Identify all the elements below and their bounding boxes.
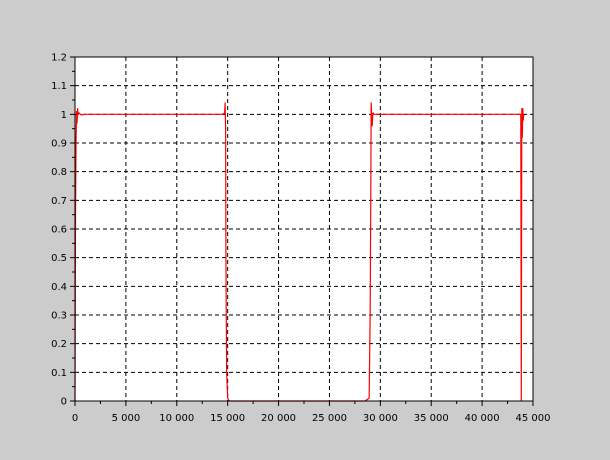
y-tick-label: 1 (61, 110, 67, 121)
y-tick-label: 0.4 (51, 282, 67, 293)
x-tick-labels: 0 5 000 10 000 15 000 20 000 25 000 30 000 35 0… (72, 413, 551, 424)
x-tick-label: 30 000 (363, 413, 398, 424)
x-tick-label: 5 000 (112, 413, 141, 424)
x-tick-label: 40 000 (465, 413, 500, 424)
y-tick-label: 0.7 (51, 196, 67, 207)
y-tick-label: 1.1 (51, 81, 67, 92)
y-tick-label: 0.5 (51, 253, 67, 264)
y-tick-label: 0.8 (51, 167, 67, 178)
x-tick-label: 20 000 (261, 413, 296, 424)
plot-background (75, 57, 533, 401)
tick-marks (70, 56, 534, 406)
x-tick-label: 0 (72, 413, 78, 424)
y-tick-label: 0.9 (51, 139, 67, 150)
x-tick-label: 35 000 (414, 413, 449, 424)
x-tick-label: 15 000 (210, 413, 245, 424)
y-tick-label: 0.2 (51, 339, 67, 350)
x-tick-label: 25 000 (312, 413, 347, 424)
y-tick-label: 1.2 (51, 53, 67, 64)
x-tick-label: 45 000 (516, 413, 551, 424)
y-tick-labels: 0 0.1 0.2 0.3 0.4 0.5 0.6 0.7 0.8 0.9 1 1.1 1.2 (51, 53, 67, 408)
y-tick-label: 0.3 (51, 311, 67, 322)
y-tick-label: 0 (61, 397, 67, 408)
y-tick-label: 0.6 (51, 225, 67, 236)
x-tick-label: 10 000 (159, 413, 194, 424)
y-tick-label: 0.1 (51, 368, 67, 379)
